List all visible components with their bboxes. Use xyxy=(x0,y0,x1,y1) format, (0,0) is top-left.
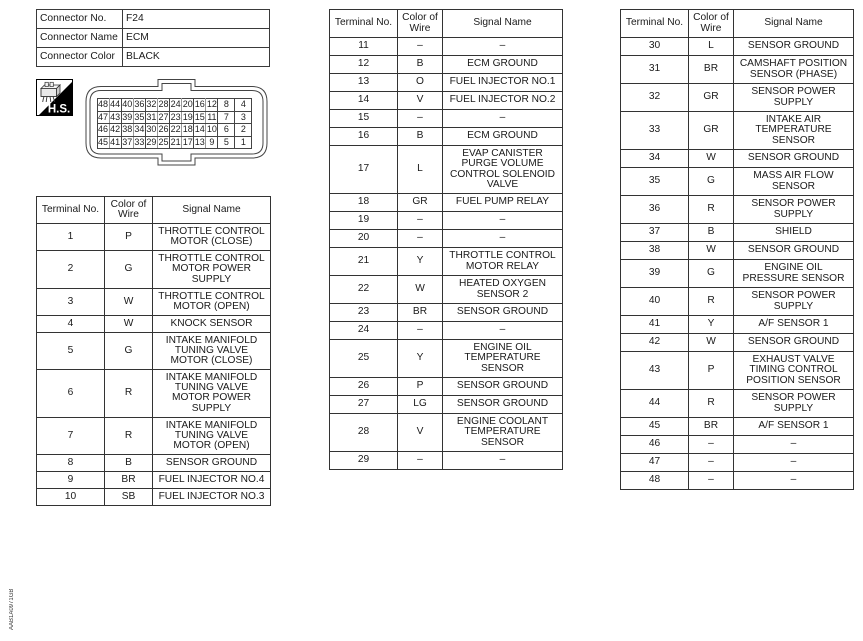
svg-text:H.S.: H.S. xyxy=(48,104,70,116)
